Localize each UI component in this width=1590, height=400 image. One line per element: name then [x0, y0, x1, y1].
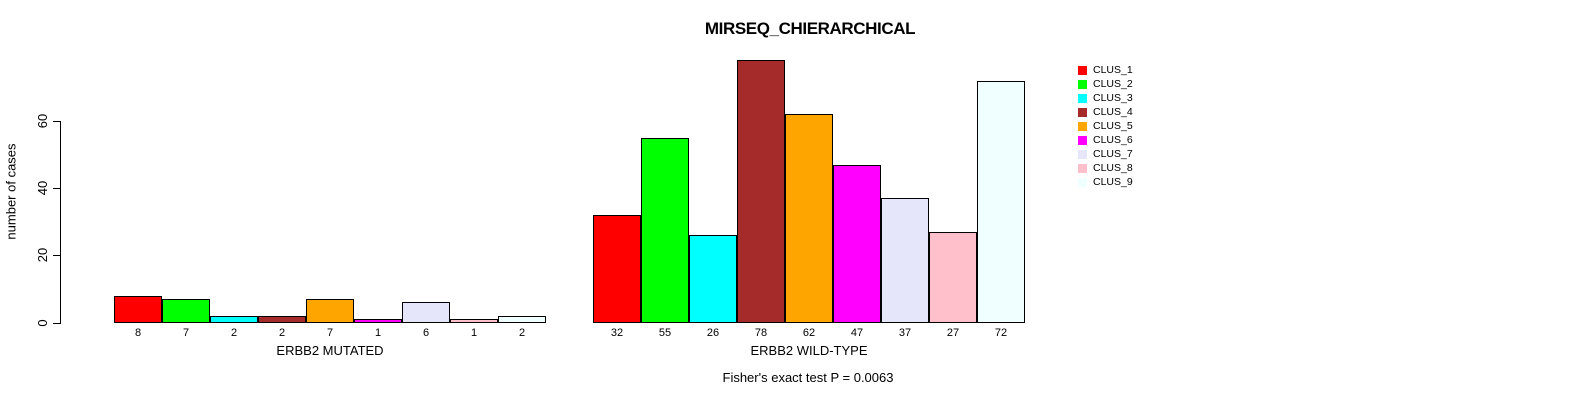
bar-clus_8 [929, 232, 977, 323]
bar-clus_4 [737, 60, 785, 323]
legend-label: CLUS_5 [1093, 120, 1133, 132]
bar-clus_6 [833, 165, 881, 323]
legend-label: CLUS_7 [1093, 148, 1133, 160]
bar-value-label: 1 [374, 327, 382, 339]
bar-value-label: 2 [230, 327, 238, 339]
legend-item-clus_3: CLUS_3 [1078, 91, 1133, 105]
legend-label: CLUS_4 [1093, 106, 1133, 118]
bar-clus_2 [641, 138, 689, 323]
legend-label: CLUS_3 [1093, 92, 1133, 104]
bar-clus_5 [785, 114, 833, 323]
y-axis-tick [53, 121, 60, 122]
legend-label: CLUS_9 [1093, 176, 1133, 188]
bar-clus_6 [354, 319, 402, 323]
legend-swatch [1078, 93, 1087, 103]
bar-value-label: 7 [326, 327, 334, 339]
bar-value-label: 7 [182, 327, 190, 339]
y-axis-line [60, 121, 61, 324]
bar-clus_7 [881, 198, 929, 323]
bar-value-label: 47 [850, 327, 864, 339]
bar-value-label: 1 [470, 327, 478, 339]
bar-clus_9 [498, 316, 546, 323]
bar-clus_9 [977, 81, 1025, 323]
y-axis-tick [53, 323, 60, 324]
y-axis-tick [53, 188, 60, 189]
y-axis-tick [53, 255, 60, 256]
legend-label: CLUS_8 [1093, 162, 1133, 174]
legend-item-clus_1: CLUS_1 [1078, 63, 1133, 77]
bar-clus_7 [402, 302, 450, 323]
bar-clus_4 [258, 316, 306, 323]
y-axis-tick-label: 60 [35, 113, 50, 129]
bar-clus_3 [689, 235, 737, 323]
bar-value-label: 26 [706, 327, 720, 339]
x-axis-label-mutated: ERBB2 MUTATED [276, 343, 384, 358]
y-axis-tick-label: 40 [35, 180, 50, 196]
legend-label: CLUS_2 [1093, 78, 1133, 90]
legend-item-clus_8: CLUS_8 [1078, 161, 1133, 175]
bar-clus_1 [593, 215, 641, 323]
bar-clus_3 [210, 316, 258, 323]
bar-value-label: 72 [994, 327, 1008, 339]
y-axis-tick-label: 0 [35, 319, 50, 327]
legend-swatch [1078, 121, 1087, 131]
legend-swatch [1078, 65, 1087, 75]
bar-value-label: 37 [898, 327, 912, 339]
bar-clus_2 [162, 299, 210, 323]
legend-item-clus_5: CLUS_5 [1078, 119, 1133, 133]
legend-item-clus_7: CLUS_7 [1078, 147, 1133, 161]
y-axis-title: number of cases [3, 143, 19, 240]
legend-item-clus_6: CLUS_6 [1078, 133, 1133, 147]
legend-swatch [1078, 135, 1087, 145]
fisher-test-annotation: Fisher's exact test P = 0.0063 [722, 370, 894, 385]
bar-clus_1 [114, 296, 162, 323]
bar-value-label: 62 [802, 327, 816, 339]
bar-value-label: 8 [134, 327, 142, 339]
x-axis-label-wildtype: ERBB2 WILD-TYPE [750, 343, 868, 358]
bar-clus_8 [450, 319, 498, 323]
legend-swatch [1078, 149, 1087, 159]
bar-value-label: 78 [754, 327, 768, 339]
legend-item-clus_4: CLUS_4 [1078, 105, 1133, 119]
bar-value-label: 27 [946, 327, 960, 339]
bar-value-label: 2 [278, 327, 286, 339]
bar-clus_5 [306, 299, 354, 323]
legend-swatch [1078, 177, 1087, 187]
bar-value-label: 2 [518, 327, 526, 339]
legend-swatch [1078, 107, 1087, 117]
legend: CLUS_1 CLUS_2 CLUS_3 CLUS_4 CLUS_5 CLUS_6 CLUS… [1078, 63, 1133, 189]
legend-swatch [1078, 79, 1087, 89]
legend-swatch [1078, 163, 1087, 173]
bar-value-label: 32 [610, 327, 624, 339]
chart-title: MIRSEQ_CHIERARCHICAL [704, 19, 916, 38]
legend-item-clus_9: CLUS_9 [1078, 175, 1133, 189]
y-axis-tick-label: 20 [35, 247, 50, 263]
legend-label: CLUS_1 [1093, 64, 1133, 76]
legend-label: CLUS_6 [1093, 134, 1133, 146]
legend-item-clus_2: CLUS_2 [1078, 77, 1133, 91]
bar-value-label: 55 [658, 327, 672, 339]
bar-value-label: 6 [422, 327, 430, 339]
